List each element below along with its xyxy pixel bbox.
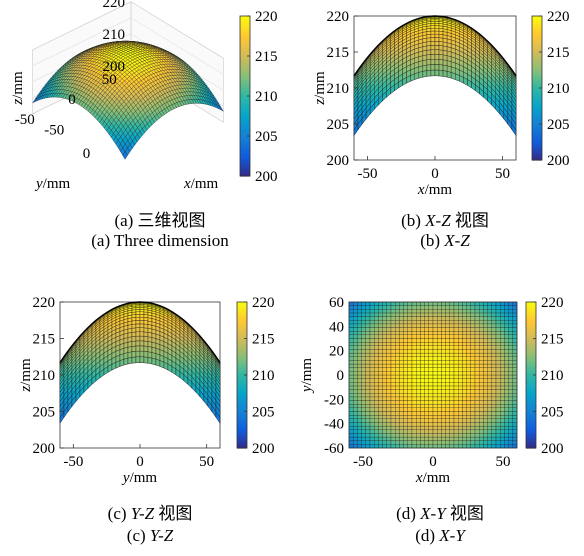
y-tick-label: 220 [33, 295, 56, 311]
x-axis-label: y/mm [121, 470, 158, 486]
y-tick-label: 0 [68, 92, 76, 108]
y-tick-label: 0 [337, 368, 345, 384]
y-axis-label: z/mm [18, 358, 34, 393]
caption-c-en: (c) Y-Z [30, 526, 270, 546]
caption-b-cn: (b) X-Z 视图 [335, 206, 555, 231]
x-axis-label: x/mm [417, 182, 453, 198]
y-axis-label: y/mm [34, 176, 71, 192]
heatmap-cells [349, 302, 517, 448]
caption-a-cn: (a) 三维视图 [40, 206, 280, 231]
colorbar-tick: 200 [541, 441, 564, 457]
y-tick-label: 215 [327, 45, 350, 61]
colorbar-tick: 205 [255, 129, 278, 145]
y-tick-label: 20 [329, 344, 344, 360]
caption-d-en: (d) X-Y [325, 526, 555, 546]
colorbar-tick: 205 [547, 117, 570, 133]
y-tick-label: 200 [33, 441, 56, 457]
y-tick-label: 205 [327, 117, 350, 133]
x-tick-label: 50 [495, 166, 510, 182]
chart-c: -50 0 50 200 205 210 215 220 y/mm z/mm [18, 295, 220, 486]
y-tick-label: 210 [33, 368, 56, 384]
y-tick-label: 50 [102, 72, 117, 88]
x-tick-label: 50 [199, 454, 214, 470]
x-tick-label: 0 [431, 166, 439, 182]
y-tick-label: 205 [33, 405, 56, 421]
colorbar-tick: 220 [547, 9, 570, 25]
y-tick-label: -60 [324, 441, 344, 457]
colorbar-tick: 210 [252, 368, 275, 384]
caption-c-cn: (c) Y-Z 视图 [30, 499, 270, 524]
colorbar-tick: 210 [255, 89, 278, 105]
colorbar-tick: 200 [252, 441, 275, 457]
x-axis-label: x/mm [183, 176, 219, 192]
chart-d: -50 0 50 -60 -40 -20 0 20 40 60 x/mm y/mm [299, 295, 517, 486]
y-tick-label: 215 [33, 332, 56, 348]
y-tick-label: 60 [329, 295, 344, 311]
colorbar-tick: 215 [255, 49, 278, 65]
colorbar-tick: 210 [541, 368, 564, 384]
colorbar-tick: 215 [252, 332, 275, 348]
z-axis-label: z/mm [10, 71, 26, 106]
colorbar-tick: 205 [252, 405, 275, 421]
caption-d-cn: (d) X-Y 视图 [325, 499, 555, 524]
x-tick-label: 0 [136, 454, 144, 470]
x-tick-label: -50 [63, 454, 83, 470]
y-tick-label: -20 [324, 392, 344, 408]
y-tick-label: 200 [327, 153, 350, 169]
colorbar-c: 200 205 210 215 220 [237, 295, 275, 457]
chart-b: -50 0 50 200 205 210 215 220 x/mm z/mm [312, 9, 516, 198]
x-tick-label: -50 [353, 454, 373, 470]
x-tick-label: 0 [83, 146, 91, 162]
y-tick-label: 210 [327, 81, 350, 97]
x-tick-label: -50 [44, 123, 64, 139]
z-tick-label: 220 [103, 0, 126, 11]
y-tick-label: 220 [327, 9, 350, 25]
colorbar-tick: 200 [255, 169, 278, 185]
caption-a-en: (a) Three dimension [40, 231, 280, 251]
colorbar-d: 200 205 210 215 220 [526, 295, 564, 457]
colorbar-a: 200 205 210 215 220 [240, 9, 278, 185]
y-axis-label: y/mm [299, 358, 315, 395]
colorbar-tick: 215 [541, 332, 564, 348]
colorbar-tick: 220 [252, 295, 275, 311]
caption-b-en: (b) X-Z [335, 231, 555, 251]
y-axis-label: z/mm [312, 71, 328, 106]
colorbar-tick: 200 [547, 153, 570, 169]
x-tick-label: 0 [429, 454, 437, 470]
y-tick-label: -40 [324, 417, 344, 433]
colorbar-tick: 220 [255, 9, 278, 25]
y-tick-label: -50 [15, 112, 35, 128]
colorbar-tick: 220 [541, 295, 564, 311]
z-tick-label: 210 [103, 27, 126, 43]
colorbar-tick: 215 [547, 45, 570, 61]
colorbar-b: 200 205 210 215 220 [532, 9, 570, 169]
colorbar-tick: 205 [541, 405, 564, 421]
colorbar-tick: 210 [547, 81, 570, 97]
x-tick-label: -50 [358, 166, 378, 182]
x-tick-label: 50 [496, 454, 511, 470]
y-tick-label: 40 [329, 319, 344, 335]
x-axis-label: x/mm [415, 470, 451, 486]
